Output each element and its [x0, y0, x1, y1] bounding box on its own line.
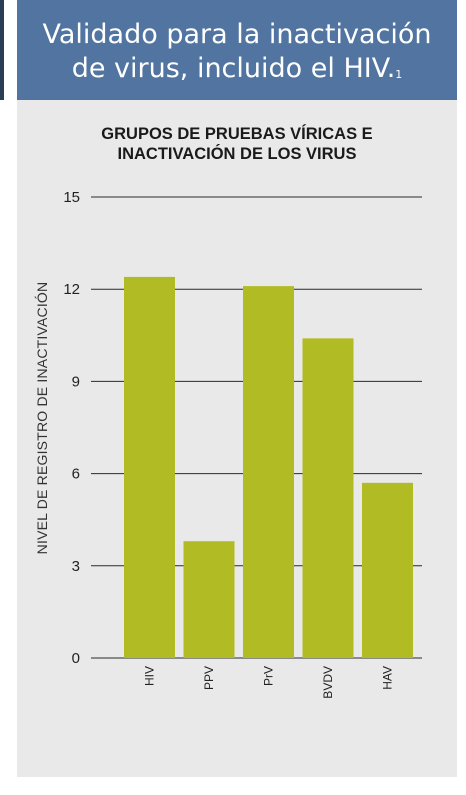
bar-ppv: [183, 541, 235, 658]
chart-title-line-2: INACTIVACIÓN DE LOS VIRUS: [118, 144, 357, 163]
chart-title-line-1: GRUPOS DE PRUEBAS VÍRICAS E: [101, 124, 372, 143]
y-tick-label: 12: [63, 281, 80, 298]
bar-bvdv: [302, 338, 354, 658]
y-tick-label: 3: [72, 558, 80, 575]
chart-background: [17, 100, 457, 777]
header-title-line2: de virus, incluido el HIV.: [71, 53, 396, 84]
bar-prv: [243, 286, 294, 658]
y-tick-label: 0: [72, 650, 80, 667]
x-tick-label-bvdv: BVDV: [321, 666, 335, 699]
bar-chart: GRUPOS DE PRUEBAS VÍRICAS EINACTIVACIÓN …: [34, 124, 422, 699]
header-title: Validado para la inactivación de virus, …: [17, 0, 457, 86]
left-accent-rule: [0, 0, 4, 100]
header-banner: Validado para la inactivación de virus, …: [17, 0, 457, 100]
x-tick-label-hav: HAV: [381, 666, 395, 690]
x-tick-label-hiv: HIV: [143, 666, 157, 686]
x-tick-label-prv: PrV: [262, 666, 276, 686]
y-axis-label: NIVEL DE REGISTRO DE INACTIVACIÓN: [34, 282, 50, 555]
bar-hav: [362, 482, 413, 658]
header-footnote: 1: [395, 68, 403, 81]
x-tick-label-ppv: PPV: [202, 666, 216, 690]
header-title-line1: Validado para la inactivación: [42, 19, 432, 50]
y-tick-label: 9: [72, 373, 80, 390]
y-tick-label: 15: [63, 189, 80, 206]
bar-hiv: [124, 276, 175, 658]
y-tick-label: 6: [72, 466, 80, 483]
chart-panel: Validado para la inactivación de virus, …: [17, 0, 457, 795]
